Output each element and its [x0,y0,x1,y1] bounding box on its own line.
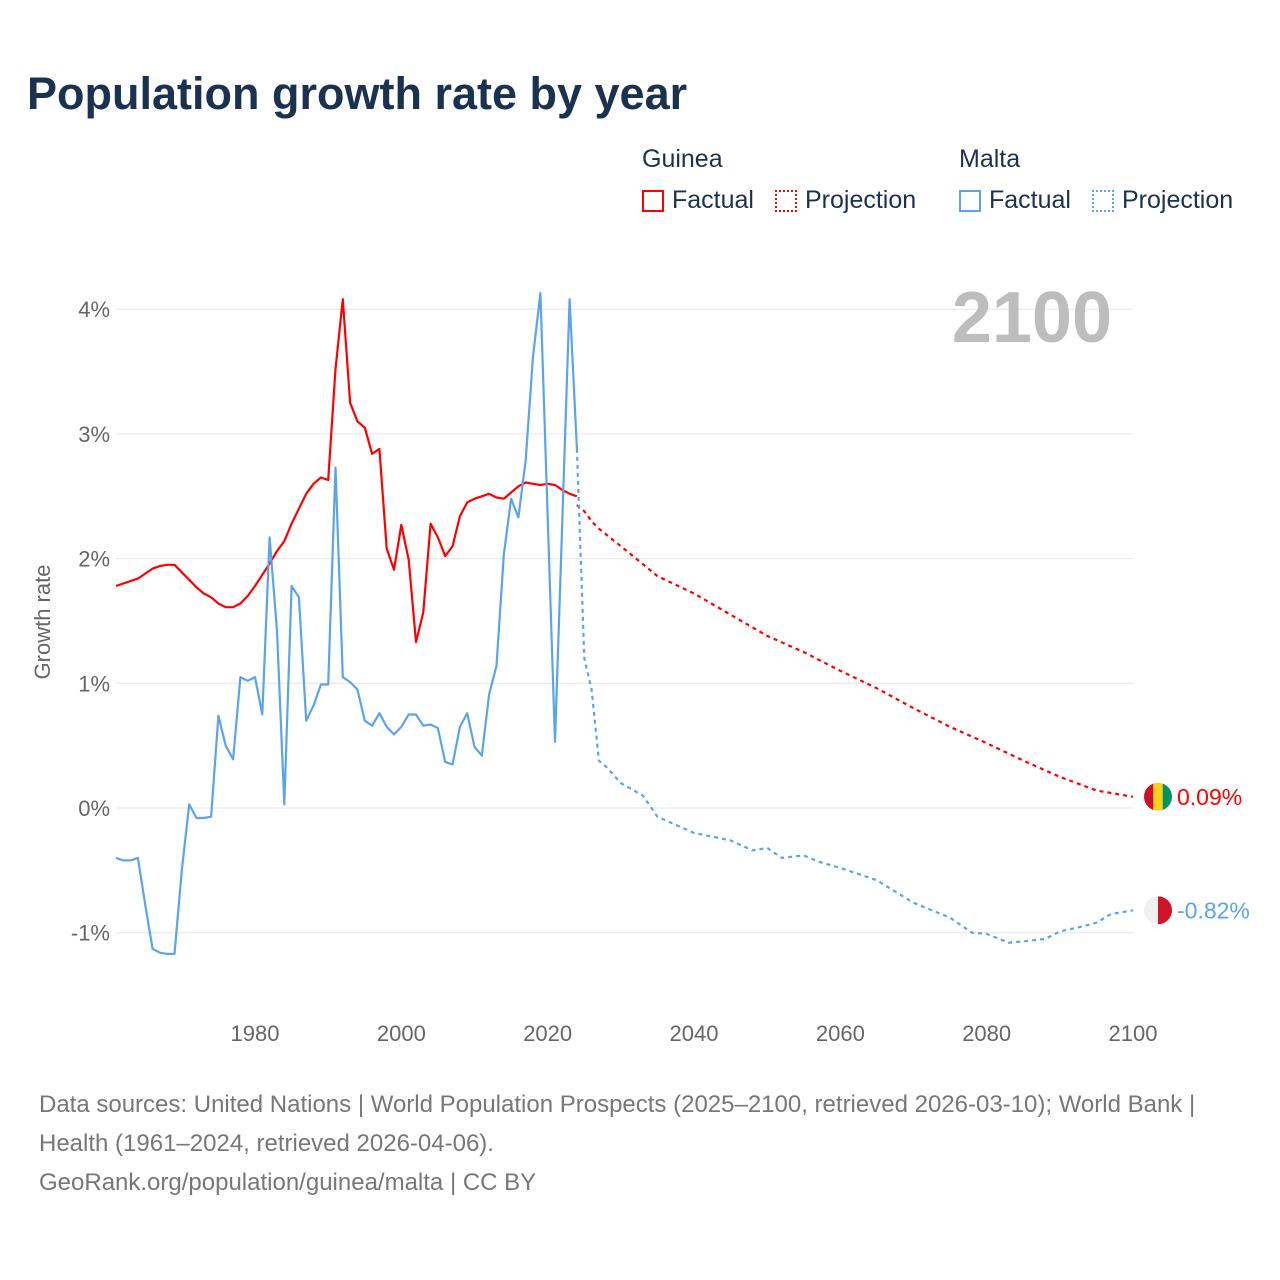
flag-stripe [1162,782,1172,811]
solid-swatch-icon [642,189,664,212]
legend-guinea-factual[interactable]: Factual [642,186,754,215]
legend-malta-factual[interactable]: Factual [959,186,1071,215]
legend-guinea-projection[interactable]: Projection [775,186,916,215]
guinea-factual-line [115,298,578,644]
x-tick-label: 2000 [377,1021,426,1046]
malta-projection-line [575,448,1134,944]
x-tick-label: 2100 [1109,1021,1158,1046]
y-tick-label: 4% [78,297,110,322]
x-tick-label: 2060 [816,1021,865,1046]
legend-label: Factual [672,186,754,214]
year-watermark: 2100 [952,278,1112,358]
guinea-end-value-label: 0.09% [1177,784,1242,810]
legend-label: Factual [989,186,1071,214]
flag-stripe [1158,896,1172,925]
flag-stripe [1153,782,1163,811]
y-tick-label: 0% [78,796,110,821]
y-tick-label: 2% [78,547,110,572]
page-title: Population growth rate by year [27,68,688,119]
legend-label: Projection [1122,186,1234,214]
malta-factual-line [115,291,578,956]
malta-flag-icon [1144,896,1172,925]
solid-swatch-icon [959,189,981,212]
x-tick-label: 1980 [231,1021,280,1046]
y-tick-label: 1% [78,671,110,696]
y-tick-label: 3% [78,422,110,447]
legend-label: Projection [805,186,917,214]
data-sources: Data sources: United Nations | World Pop… [39,1091,1196,1157]
y-axis-label: Growth rate [30,565,55,680]
flag-stripe [1144,782,1154,811]
credit-link[interactable]: GeoRank.org/population/guinea/malta | CC… [39,1169,537,1196]
dotted-swatch-icon [1092,189,1114,212]
legend-malta-projection[interactable]: Projection [1092,186,1233,215]
legend-guinea-heading: Guinea [642,145,723,173]
legend-malta-heading: Malta [959,145,1021,173]
x-tick-label: 2040 [670,1021,719,1046]
malta-end-value-label: -0.82% [1177,897,1250,923]
x-tick-label: 2080 [962,1021,1011,1046]
x-tick-label: 2020 [523,1021,572,1046]
guinea-projection-line [576,504,1134,798]
flag-stripe [1144,896,1158,925]
guinea-flag-icon [1144,782,1172,811]
y-tick-label: -1% [71,921,110,946]
dotted-swatch-icon [775,189,797,212]
